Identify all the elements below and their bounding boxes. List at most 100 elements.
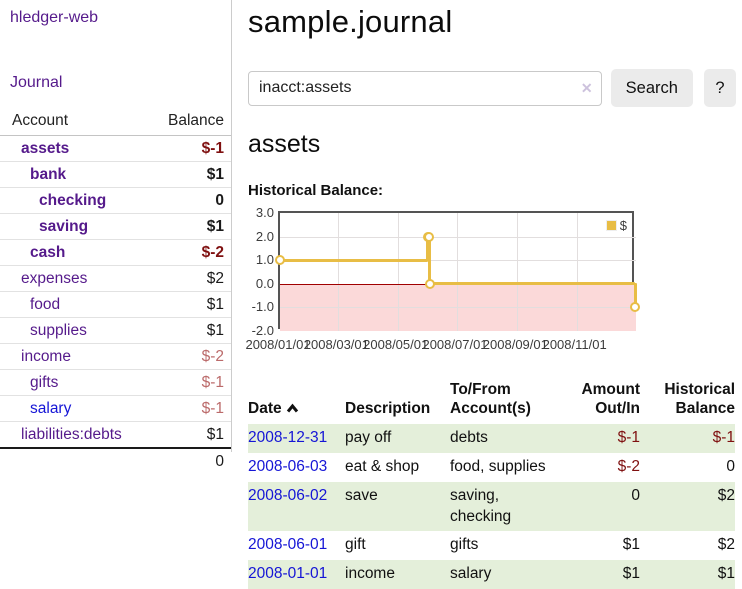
transaction-date-link[interactable]: 2008-06-01 <box>248 536 328 554</box>
data-point-marker <box>630 302 641 313</box>
chart-title: Historical Balance: <box>248 182 384 199</box>
search-field-wrap: ✕ <box>248 70 602 106</box>
transaction-date-link[interactable]: 2008-06-02 <box>248 486 328 504</box>
legend-label: $ <box>619 218 627 233</box>
search-button[interactable]: Search <box>610 69 693 107</box>
transaction-amount: $-2 <box>617 457 640 475</box>
transaction-amount: $1 <box>622 536 640 554</box>
accounts-header-balance: Balance <box>167 112 224 129</box>
gridline <box>576 213 578 331</box>
transaction-amount: 0 <box>631 486 640 504</box>
accounts-header: Account Balance <box>0 107 231 136</box>
series-line-segment <box>633 282 637 309</box>
account-link-checking[interactable]: checking <box>39 191 107 209</box>
account-link-saving[interactable]: saving <box>39 217 89 235</box>
account-row-checking: checking 0 <box>0 188 231 214</box>
account-heading: assets <box>248 130 321 158</box>
transaction-description: income <box>345 565 395 583</box>
app-brand-link[interactable]: hledger-web <box>10 9 99 26</box>
transaction-date-link[interactable]: 2008-12-31 <box>248 428 328 446</box>
y-axis-tick-label: 2.0 <box>255 228 274 244</box>
clear-search-icon[interactable]: ✕ <box>580 79 593 96</box>
x-axis-tick-label: 2008/11/01 <box>542 337 607 352</box>
sort-ascending-icon <box>286 399 299 418</box>
account-balance: $-1 <box>201 373 224 391</box>
gridline <box>517 213 519 331</box>
register-header-accounts: To/From Account(s) <box>450 381 531 418</box>
account-balance: $-2 <box>201 243 224 261</box>
account-link-salary[interactable]: salary <box>30 399 72 417</box>
register-header-date-label: Date <box>248 400 282 418</box>
account-balance: $-1 <box>201 139 224 157</box>
y-axis-tick-label: -1.0 <box>251 299 274 315</box>
x-axis-tick-label: 2008/09/01 <box>482 337 548 352</box>
transaction-description: eat & shop <box>345 457 420 475</box>
accounts-tree: Account Balance assets $-1 bank $1 check… <box>0 107 231 475</box>
register-header-row: Date Description To/From Account(s) Amou… <box>248 378 735 424</box>
account-row-salary: salary $-1 <box>0 396 231 422</box>
gridline <box>338 213 340 331</box>
legend-swatch-icon <box>604 219 618 232</box>
gridline <box>397 213 399 331</box>
transaction-description: gift <box>345 536 366 554</box>
accounts-total: 0 <box>215 453 224 470</box>
register-row: 2008-06-02 save saving, checking 0 $2 <box>248 481 735 532</box>
account-balance: $2 <box>206 269 224 287</box>
account-link-income[interactable]: income <box>21 347 71 365</box>
account-link-liabilities-debts[interactable]: liabilities:debts <box>21 425 122 443</box>
transaction-amount: $-1 <box>617 428 640 446</box>
data-point-marker <box>423 231 434 242</box>
page-title: sample.journal <box>248 4 453 39</box>
y-axis-tick-label: 3.0 <box>255 205 274 220</box>
chart-plot-area: $ <box>275 211 641 331</box>
account-link-gifts[interactable]: gifts <box>30 373 59 391</box>
y-axis-tick-label: 1.0 <box>255 252 274 268</box>
data-point-marker <box>424 278 435 289</box>
search-input[interactable] <box>248 70 602 106</box>
register-table: Date Description To/From Account(s) Amou… <box>248 378 735 589</box>
account-row-cash: cash $-2 <box>0 240 231 266</box>
account-link-bank[interactable]: bank <box>30 165 67 183</box>
search-form: ✕ Search ? <box>248 69 736 107</box>
transaction-balance: $2 <box>717 536 735 554</box>
transaction-balance: $-1 <box>712 428 735 446</box>
transaction-date-link[interactable]: 2008-01-01 <box>248 565 328 583</box>
account-link-food[interactable]: food <box>30 295 61 313</box>
account-link-supplies[interactable]: supplies <box>30 321 87 339</box>
account-link-assets[interactable]: assets <box>21 139 70 157</box>
y-axis-tick-label: -2.0 <box>251 323 274 338</box>
transaction-balance: $2 <box>717 486 735 504</box>
account-balance: $-2 <box>201 347 224 365</box>
account-row-expenses: expenses $2 <box>0 266 231 292</box>
gridline <box>457 213 459 331</box>
accounts-total-row: 0 <box>0 447 231 475</box>
x-axis-tick-label: 2008/05/01 <box>363 337 429 352</box>
account-balance: $-1 <box>201 399 224 417</box>
transaction-balance: 0 <box>726 457 735 475</box>
transaction-accounts: salary <box>450 565 492 583</box>
account-row-gifts: gifts $-1 <box>0 370 231 396</box>
transaction-date-link[interactable]: 2008-06-03 <box>248 457 328 475</box>
help-button[interactable]: ? <box>703 69 736 107</box>
account-balance: $1 <box>206 425 224 443</box>
sidebar-item-journal[interactable]: Journal <box>10 74 63 91</box>
account-link-expenses[interactable]: expenses <box>21 269 88 287</box>
account-balance: $1 <box>206 217 224 235</box>
account-balance: $1 <box>206 295 224 313</box>
account-row-liabilities-debts: liabilities:debts $1 <box>0 422 231 447</box>
register-row: 2008-06-03 eat & shop food, supplies $-2… <box>248 453 735 482</box>
accounts-header-account: Account <box>12 112 69 129</box>
chart-x-axis: 2008/01/01 2008/03/01 2008/05/01 2008/07/01… <box>245 337 634 353</box>
account-link-cash[interactable]: cash <box>30 243 66 261</box>
register-row: 2008-01-01 income salary $1 $1 <box>248 560 735 589</box>
y-axis-tick-label: 0.0 <box>255 275 274 291</box>
account-row-assets: assets $-1 <box>0 136 231 162</box>
main-content: sample.journal ✕ Search ? assets Histori… <box>245 0 736 589</box>
account-row-bank: bank $1 <box>0 162 231 188</box>
x-axis-tick-label: 2008/01/01 <box>245 337 311 352</box>
data-point-marker <box>275 255 285 266</box>
historical-balance-chart: 3.0 2.0 1.0 0.0 -1.0 -2.0 $ 2008/01/01 2008/03… <box>245 205 736 357</box>
series-line-segment <box>280 258 428 262</box>
series-line-segment <box>428 235 432 285</box>
register-row: 2008-06-01 gift gifts $1 $2 <box>248 531 735 560</box>
